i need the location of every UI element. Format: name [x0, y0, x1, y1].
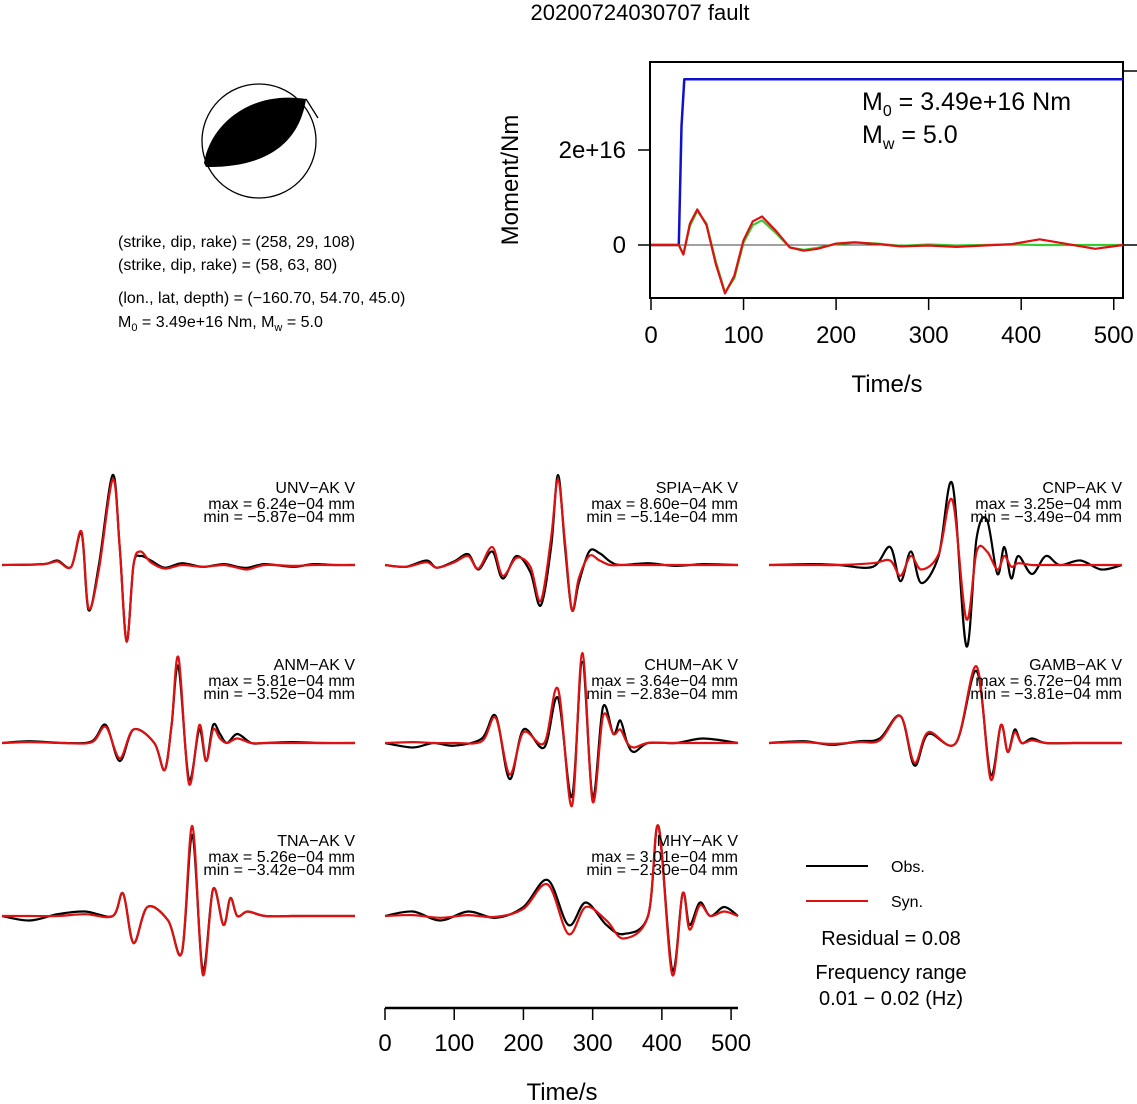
station-min: min = −3.52e−04 mm: [203, 686, 355, 703]
moment-xtick-label: 0: [644, 322, 657, 349]
station-max: max = 3.25e−04 mm: [975, 496, 1122, 513]
station-max: max = 6.24e−04 mm: [208, 496, 355, 513]
waveform-xtick-label: 400: [642, 1030, 682, 1057]
frequency-range-value: 0.01 − 0.02 (Hz): [819, 988, 963, 1010]
moment-ytick-label: 0: [613, 232, 626, 259]
beachball: [201, 83, 319, 199]
waveform-xtick-label: 200: [503, 1030, 543, 1057]
moment-xlabel: Time/s: [851, 371, 922, 398]
station-max: max = 8.60e−04 mm: [591, 496, 738, 513]
legend: Obs. Syn. Residual = 0.08 Frequency rang…: [806, 859, 967, 1010]
legend-obs-label: Obs.: [891, 859, 925, 876]
station-min: min = −2.30e−04 mm: [586, 862, 738, 879]
moment-plot-frame: [649, 61, 1124, 299]
moment-xtick-label: 200: [816, 322, 856, 349]
waveform-xtick-label: 500: [711, 1030, 751, 1057]
nodal-plane-2: (strike, dip, rake) = (58, 63, 80): [118, 257, 337, 274]
synthetic-trace: [384, 651, 738, 808]
waveform-xtick-label: 100: [434, 1030, 474, 1057]
moment-ytick-label: 2e+16: [559, 137, 626, 164]
synthetic-trace: [1, 655, 355, 786]
station-min: min = −3.49e−04 mm: [970, 509, 1122, 526]
waveform-xlabel: Time/s: [526, 1079, 597, 1104]
nodal-plane-1: (strike, dip, rake) = (258, 29, 108): [118, 234, 355, 251]
moment-axes: 0 100 200 300 400 500 0 2e+16: [559, 137, 1134, 349]
figure-title: 20200724030707 fault: [531, 0, 750, 25]
station-name: GAMB−AK V: [1029, 657, 1122, 674]
m0-annotation: M0 = 3.49e+16 Nm: [862, 88, 1071, 120]
synthetic-trace: [1, 824, 355, 977]
synthetic-trace: [384, 478, 738, 612]
event-location: (lon., lat, depth) = (−160.70, 54.70, 45…: [118, 290, 405, 307]
station-min: min = −5.87e−04 mm: [203, 509, 355, 526]
moment-xtick-label: 400: [1001, 322, 1041, 349]
observed-trace: [384, 824, 739, 973]
station-name: SPIA−AK V: [656, 480, 739, 497]
synthetic-trace: [1, 478, 355, 643]
station-max: max = 3.01e−04 mm: [591, 849, 738, 866]
station-max: max = 5.26e−04 mm: [208, 849, 355, 866]
moment-lines: [651, 77, 1124, 295]
waveform-xtick-label: 0: [378, 1030, 391, 1057]
frequency-range-label: Frequency range: [815, 962, 966, 984]
moment-ylabel: Moment/Nm: [497, 115, 524, 246]
moment-xtick-label: 300: [909, 322, 949, 349]
waveform-time-axis: 0 100 200 300 400 500 Time/s: [378, 1006, 751, 1104]
synthetic-trace: [768, 665, 1122, 781]
station-min: min = −2.83e−04 mm: [586, 686, 738, 703]
station-min: min = −5.14e−04 mm: [586, 509, 738, 526]
station-name: CHUM−AK V: [644, 657, 738, 674]
station-name: MHY−AK V: [657, 833, 739, 850]
station-name: CNP−AK V: [1042, 480, 1122, 497]
legend-syn-label: Syn.: [891, 894, 923, 911]
mw-annotation: Mw = 5.0: [862, 121, 958, 153]
station-max: max = 3.64e−04 mm: [591, 673, 738, 690]
moment-rate-red-line: [651, 208, 1124, 295]
station-min: min = −3.81e−04 mm: [970, 686, 1122, 703]
moment-xtick-label: 100: [724, 322, 764, 349]
synthetic-trace: [384, 824, 739, 977]
beachball-compressional-quadrant: [204, 97, 306, 168]
residual-label: Residual = 0.08: [821, 928, 961, 950]
station-min: min = −3.42e−04 mm: [203, 862, 355, 879]
synthetic-trace: [768, 497, 1122, 621]
station-max: max = 6.72e−04 mm: [975, 673, 1122, 690]
waveform-xtick-label: 300: [573, 1030, 613, 1057]
station-name: TNA−AK V: [277, 833, 355, 850]
waveform-axis-ticks: 0 100 200 300 400 500: [378, 1008, 751, 1057]
mechanism-info: (strike, dip, rake) = (258, 29, 108) (st…: [118, 234, 405, 334]
moment-summary: M0 = 3.49e+16 Nm, Mw = 5.0: [118, 314, 323, 334]
station-name: ANM−AK V: [274, 657, 356, 674]
station-max: max = 5.81e−04 mm: [208, 673, 355, 690]
moment-xtick-label: 500: [1094, 322, 1134, 349]
station-name: UNV−AK V: [275, 480, 355, 497]
